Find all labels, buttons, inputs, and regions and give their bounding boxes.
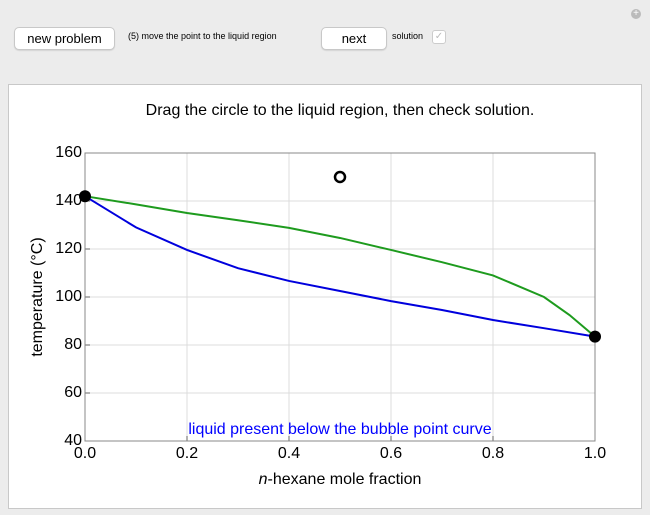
new-problem-button[interactable]: new problem [14, 27, 115, 50]
endpoint [589, 330, 601, 343]
x-tick-label: 0.2 [176, 445, 198, 462]
endpoint [79, 190, 91, 203]
x-axis-label-italic: n [259, 471, 268, 488]
solution-label: solution [392, 31, 424, 41]
draggable-marker[interactable] [333, 170, 347, 184]
x-tick-label: 0.8 [482, 445, 504, 462]
curve [84, 195, 596, 338]
y-tick-label: 160 [55, 144, 82, 161]
options-icon[interactable]: + [631, 9, 641, 19]
y-tick-label: 40 [64, 432, 82, 449]
chart-title: Drag the circle to the liquid region, th… [146, 102, 535, 119]
y-tick-label: 60 [64, 384, 82, 401]
y-tick-label: 80 [64, 336, 82, 353]
x-axis-label: n-hexane mole fraction [259, 471, 422, 488]
x-tick-label: 1.0 [584, 445, 606, 462]
y-axis-label: temperature (°C) [29, 237, 46, 356]
annotation: liquid present below the bubble point cu… [188, 421, 491, 438]
x-tick-label: 0.4 [278, 445, 300, 462]
next-button[interactable]: next [321, 27, 387, 50]
instruction: (5) move the point to the liquid region [128, 31, 277, 41]
plot-frame [84, 152, 596, 442]
solution-checkbox[interactable]: ✓ [432, 30, 446, 44]
x-axis-label-rest: -hexane mole fraction [268, 471, 422, 488]
y-tick-label: 100 [55, 288, 82, 305]
y-tick-label: 120 [55, 240, 82, 257]
x-tick-label: 0.0 [74, 445, 96, 462]
y-tick-label: 140 [55, 192, 82, 209]
curve [84, 195, 596, 338]
x-tick-label: 0.6 [380, 445, 402, 462]
